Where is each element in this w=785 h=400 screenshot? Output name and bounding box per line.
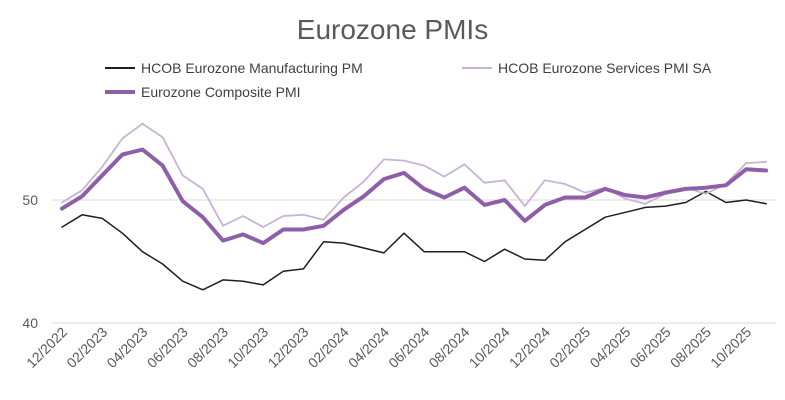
x-tick-label: 12/2024 xyxy=(506,324,553,371)
x-tick-label: 06/2024 xyxy=(385,324,432,371)
legend-label: Eurozone Composite PMI xyxy=(141,84,301,100)
x-tick-label: 08/2023 xyxy=(184,324,231,371)
legend-label: HCOB Eurozone Services PMI SA xyxy=(498,60,712,76)
legend-label: HCOB Eurozone Manufacturing PM xyxy=(141,60,363,76)
legend-item-composite: Eurozone Composite PMI xyxy=(105,84,301,100)
legend-item-manufacturing: HCOB Eurozone Manufacturing PM xyxy=(105,60,363,76)
x-tick-label: 08/2025 xyxy=(667,324,714,371)
x-tick-label: 06/2025 xyxy=(627,324,674,371)
x-tick-label: 10/2023 xyxy=(224,324,271,371)
series-line-1 xyxy=(61,122,768,229)
x-tick-label: 04/2023 xyxy=(104,324,151,371)
x-tick-label: 08/2024 xyxy=(425,324,472,371)
y-tick-label: 40 xyxy=(22,315,38,331)
legend-swatch xyxy=(105,67,135,69)
legend-item-services: HCOB Eurozone Services PMI SA xyxy=(462,60,711,76)
x-tick-label: 04/2025 xyxy=(586,324,633,371)
legend-swatch xyxy=(105,90,135,94)
y-tick-label: 50 xyxy=(22,192,38,208)
x-tick-label: 12/2023 xyxy=(264,324,311,371)
x-tick-label: 04/2024 xyxy=(345,324,392,371)
x-tick-label: 10/2024 xyxy=(466,324,513,371)
series-line-2 xyxy=(60,147,769,246)
series-line-0 xyxy=(61,190,767,291)
legend-swatch xyxy=(462,67,492,69)
x-tick-label: 02/2025 xyxy=(546,324,593,371)
chart-title: Eurozone PMIs xyxy=(296,14,489,45)
x-tick-label: 10/2025 xyxy=(707,324,754,371)
x-tick-label: 02/2024 xyxy=(305,324,352,371)
x-tick-label: 06/2023 xyxy=(144,324,191,371)
x-tick-label: 02/2023 xyxy=(63,324,110,371)
